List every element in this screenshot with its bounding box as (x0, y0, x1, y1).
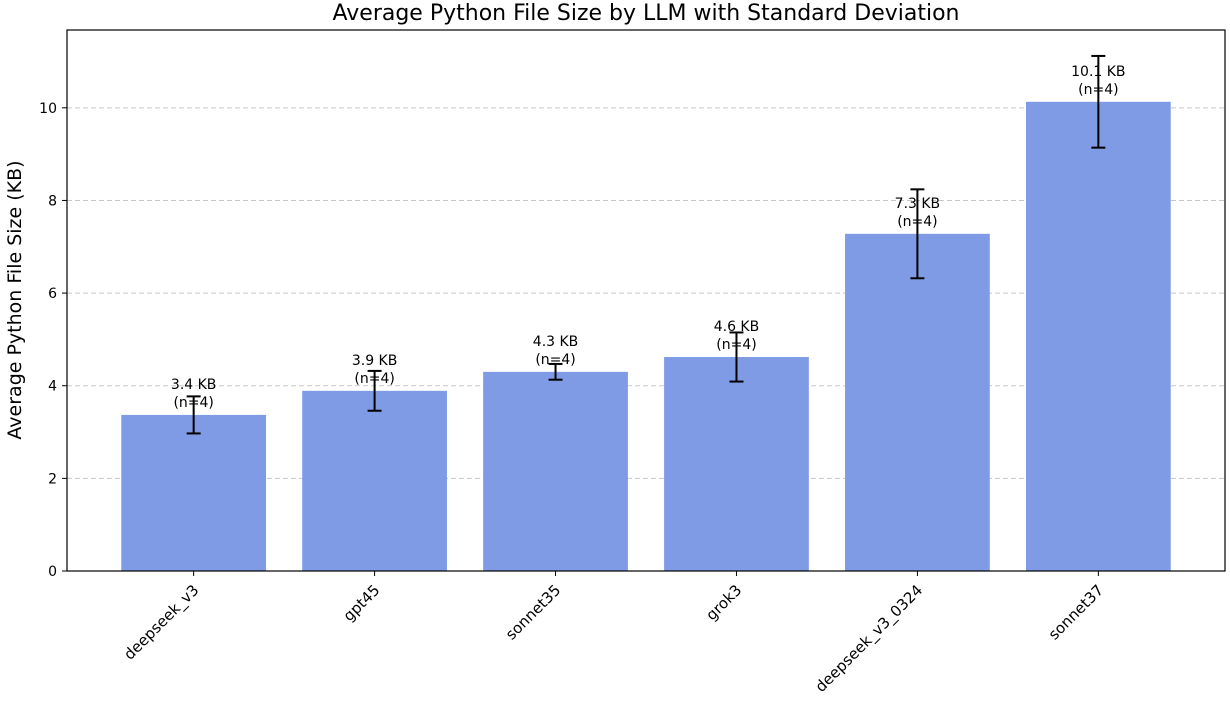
data-label-count: (n=4) (173, 395, 213, 411)
bar-sonnet35 (483, 371, 628, 571)
data-label-value: 4.6 KB (714, 319, 760, 335)
data-label-value: 4.3 KB (533, 334, 579, 350)
chart-title: Average Python File Size by LLM with Sta… (333, 1, 960, 26)
y-axis-label: Average Python File Size (KB) (4, 160, 26, 439)
bar-gpt45 (302, 390, 447, 571)
data-label-count: (n=4) (354, 371, 394, 387)
y-tick-label: 6 (48, 286, 57, 302)
x-tick-label: gpt45 (340, 581, 384, 625)
bar-deepseek_v3_0324 (845, 233, 990, 571)
data-label-count: (n=4) (716, 337, 756, 353)
data-label-count: (n=4) (535, 352, 575, 368)
y-tick-label: 2 (48, 471, 57, 487)
data-label-value: 3.4 KB (171, 377, 217, 393)
bar-sonnet37 (1025, 101, 1171, 571)
data-label-value: 10.1 KB (1071, 64, 1125, 80)
x-tick-label: deepseek_v3 (120, 581, 203, 664)
bar-grok3 (664, 357, 809, 571)
plot-frame (66, 29, 1226, 572)
y-tick-label: 8 (48, 193, 57, 209)
x-tick-label: sonnet37 (1045, 581, 1107, 643)
data-label-value: 7.3 KB (895, 196, 941, 212)
y-tick-label: 10 (39, 101, 57, 117)
x-tick-label: sonnet35 (502, 581, 564, 643)
data-label-count: (n=4) (1078, 82, 1118, 98)
data-label-value: 3.9 KB (352, 353, 398, 369)
y-tick-label: 4 (48, 379, 57, 395)
y-tick-label: 0 (48, 564, 57, 580)
x-tick-label: grok3 (702, 581, 745, 624)
data-label-count: (n=4) (897, 214, 937, 230)
bar-deepseek_v3 (121, 414, 267, 571)
x-tick-label: deepseek_v3_0324 (812, 581, 927, 696)
